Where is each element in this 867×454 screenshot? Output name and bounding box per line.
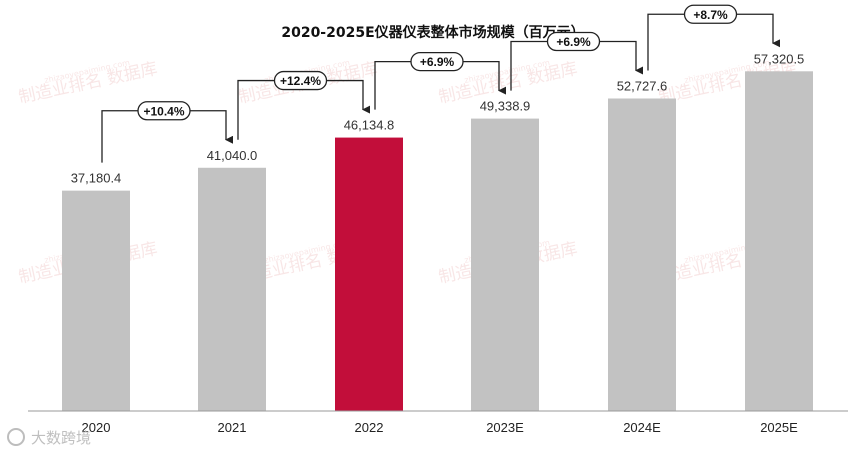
growth-badge bbox=[683, 4, 738, 24]
growth-badge bbox=[273, 70, 328, 91]
growth-badge bbox=[546, 31, 601, 52]
growth-badge bbox=[137, 101, 191, 121]
logo-icon bbox=[7, 428, 25, 446]
bars-layer bbox=[62, 71, 813, 411]
category-label: 2020 bbox=[82, 420, 111, 435]
value-label: 37,180.4 bbox=[71, 171, 122, 186]
category-label: 2024E bbox=[623, 420, 661, 435]
logo: 大数跨境 bbox=[7, 428, 91, 447]
value-label: 57,320.5 bbox=[754, 51, 805, 66]
growth-label: +6.9% bbox=[556, 35, 591, 49]
category-label: 2021 bbox=[218, 420, 247, 435]
category-label: 2025E bbox=[760, 420, 798, 435]
value-label: 46,134.8 bbox=[344, 118, 395, 133]
logo-text: 大数跨境 bbox=[31, 429, 91, 447]
value-label: 49,338.9 bbox=[480, 99, 531, 114]
bar-2020 bbox=[62, 190, 130, 411]
bar-2025e bbox=[745, 71, 813, 411]
growth-badge bbox=[410, 51, 464, 72]
bar-2023e bbox=[471, 118, 539, 411]
value-label: 41,040.0 bbox=[207, 148, 258, 163]
growth-label: +8.7% bbox=[693, 8, 728, 22]
category-label: 2022 bbox=[355, 420, 384, 435]
growth-label: +10.4% bbox=[143, 104, 184, 118]
category-label: 2023E bbox=[486, 420, 524, 435]
chart-title: 2020-2025E仪器仪表整体市场规模（百万元） bbox=[281, 24, 584, 41]
bar-2022 bbox=[335, 137, 403, 411]
bar-2024e bbox=[608, 98, 676, 411]
value-label: 52,727.6 bbox=[617, 79, 668, 94]
growth-label: +12.4% bbox=[280, 74, 321, 88]
labels-layer: 37,180.4 2020 41,040.0 2021 46,134.8 2022 49,3… bbox=[71, 51, 805, 435]
growth-label: +6.9% bbox=[420, 55, 455, 69]
growth-connectors: +10.4% +12.4% +6.9% +6.9% +8.7% bbox=[101, 4, 780, 163]
bar-2021 bbox=[198, 167, 266, 411]
